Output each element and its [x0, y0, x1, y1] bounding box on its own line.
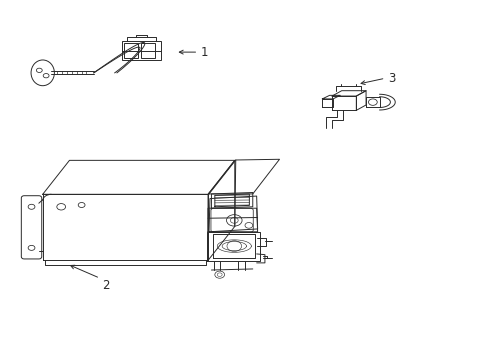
Text: 1: 1: [201, 46, 208, 59]
Text: 3: 3: [387, 72, 394, 85]
Bar: [122, 41, 161, 60]
Text: 2: 2: [102, 279, 110, 292]
Bar: [124, 43, 138, 58]
Bar: [141, 43, 155, 58]
